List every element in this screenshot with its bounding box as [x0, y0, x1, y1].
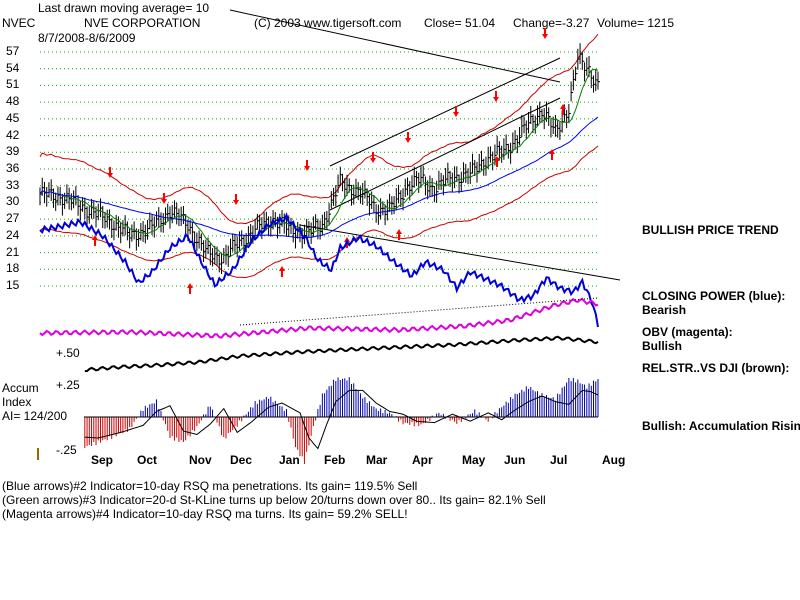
- month-label: Mar: [366, 453, 388, 467]
- obv-title: OBV (magenta):: [642, 325, 733, 339]
- month-label: May: [462, 453, 486, 467]
- price-tick-label: 36: [6, 161, 20, 175]
- month-label: Feb: [324, 453, 346, 467]
- channel-upper-line: [329, 57, 561, 167]
- buy-arrow-head: [549, 149, 555, 154]
- upper-band-line: [39, 33, 599, 224]
- price-tick-label: 27: [6, 211, 20, 226]
- ma10-line: [39, 68, 599, 257]
- footer-green-arrows: (Green arrows)#3 Indicator=20-d St-KLine…: [2, 493, 546, 507]
- accum-tick-minus25: -.25: [56, 443, 77, 457]
- sell-arrow-head: [161, 199, 167, 204]
- price-tick-label: 57: [6, 44, 20, 58]
- sell-arrow-head: [542, 34, 548, 39]
- resistance-trendline: [229, 9, 561, 83]
- price-tick-label: 33: [6, 177, 20, 192]
- buy-arrow-head: [560, 104, 566, 109]
- last-ma-label: Last drawn moving average= 10: [38, 1, 210, 15]
- relstr-label: REL.STR..VS DJI (brown):: [642, 361, 790, 375]
- month-label: Jun: [504, 453, 526, 467]
- change-label: Change=-3.27: [513, 16, 590, 30]
- obv-value: Bullish: [642, 339, 683, 353]
- buy-arrow-head: [187, 283, 193, 288]
- accum-index-label: Index: [2, 395, 32, 409]
- month-label: Sep: [91, 453, 114, 467]
- trend-label: BULLISH PRICE TREND: [642, 223, 779, 237]
- sell-arrow-head: [304, 166, 310, 171]
- sell-arrow-head: [493, 97, 499, 102]
- closing-power-value: Bearish: [642, 303, 687, 317]
- date-range-label: 8/7/2008-8/6/2009: [38, 31, 136, 45]
- ticker-label: NVEC: [2, 16, 36, 30]
- price-tick-label: 18: [6, 261, 20, 276]
- month-label: Jan: [279, 453, 300, 467]
- price-tick-label: 51: [6, 77, 20, 92]
- month-label: Aug: [602, 453, 626, 467]
- price-tick-label: 48: [6, 94, 20, 109]
- accum-ma-line: [84, 389, 599, 450]
- footer-blue-arrows: (Blue arrows)#2 Indicator=10-day RSQ ma …: [2, 479, 418, 493]
- month-label: Dec: [230, 453, 253, 467]
- volume-label: Volume= 1215: [597, 16, 675, 30]
- price-tick-label: 54: [6, 60, 20, 75]
- footer-magenta-arrows: (Magenta arrows)#4 Indicator=10-day RSQ …: [2, 507, 408, 521]
- ma50-line: [39, 116, 599, 239]
- price-tick-label: 30: [6, 194, 20, 209]
- price-tick-label: 45: [6, 110, 20, 125]
- rel-strength-line: [84, 335, 599, 373]
- company-title: NVE CORPORATION: [84, 16, 201, 30]
- price-tick-label: 21: [6, 244, 20, 259]
- ai-label: AI= 124/200: [2, 409, 68, 423]
- sell-arrow-head: [405, 138, 411, 143]
- copyright-label: (C) 2003 www.tigersoft.com: [254, 16, 402, 30]
- sell-arrow-head: [370, 158, 376, 163]
- buy-arrow-head: [494, 156, 500, 161]
- obv-line: [39, 297, 599, 339]
- month-label: Nov: [189, 453, 212, 467]
- accum-tick-plus25: +.25: [56, 378, 80, 392]
- sell-arrow-head: [233, 200, 239, 205]
- accum-label: Accum: [2, 381, 39, 395]
- closing-power-line: [39, 212, 599, 328]
- closing-power-title: CLOSING POWER (blue):: [642, 289, 786, 303]
- obv-ma-line: [239, 297, 599, 326]
- price-tick-label: 24: [6, 227, 20, 242]
- support-trendline: [299, 224, 621, 281]
- month-label: Apr: [412, 453, 433, 467]
- month-label: Jul: [550, 453, 568, 467]
- sell-arrow-head: [107, 173, 113, 178]
- buy-arrow-head: [279, 266, 285, 271]
- close-label: Close= 51.04: [424, 16, 496, 30]
- price-tick-label: 42: [6, 127, 20, 142]
- buy-arrow-head: [396, 229, 402, 234]
- accum-tick-plus50: +.50: [56, 346, 80, 360]
- month-label: Oct: [137, 453, 158, 467]
- accum-status-label: Bullish: Accumulation Rising: [642, 419, 800, 433]
- buy-arrow-head: [92, 235, 98, 240]
- price-tick-label: 15: [6, 278, 20, 292]
- lower-band-line: [39, 145, 599, 278]
- sell-arrow-head: [453, 112, 459, 117]
- price-tick-label: 39: [6, 144, 20, 159]
